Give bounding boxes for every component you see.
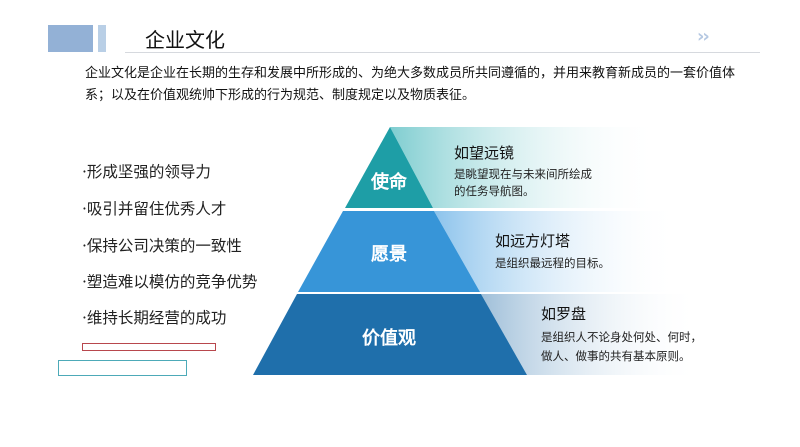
- band-values: [481, 294, 700, 375]
- decor-teal-outline: [58, 360, 187, 376]
- header-decor-bar: [98, 25, 106, 52]
- band-vision: [434, 211, 680, 292]
- tier-desc: 是组织人不论身处何处、何时，: [541, 330, 702, 344]
- page-title: 企业文化: [145, 28, 225, 52]
- tier-label: 愿景: [371, 244, 407, 265]
- tier-vision: [298, 211, 480, 292]
- tier-label: 价值观: [362, 327, 416, 349]
- bullet-item: ·形成坚强的领导力: [82, 163, 211, 181]
- tier-desc: 是组织最远程的目标。: [495, 256, 610, 270]
- tier-desc: 是眺望现在与未来间所绘成: [454, 167, 592, 181]
- band-mission: [390, 127, 660, 208]
- decor-red-outline: [82, 343, 216, 351]
- tier-title: 如望远镜: [454, 144, 515, 162]
- bullet-item: ·吸引并留住优秀人才: [82, 200, 227, 218]
- tier-desc: 做人、做事的共有基本原则。: [541, 349, 691, 363]
- header-divider: [125, 52, 760, 53]
- tier-label: 使命: [370, 171, 408, 193]
- bullet-item: ·维持长期经营的成功: [82, 309, 227, 327]
- header-decor-square: [48, 25, 93, 52]
- double-chevron-right-icon: ››: [697, 26, 710, 47]
- tier-title: 如远方灯塔: [495, 232, 571, 250]
- intro-paragraph: 企业文化是企业在长期的生存和发展中所形成的、为绝大多数成员所共同遵循的，并用来教…: [85, 66, 736, 103]
- bullet-item: ·保持公司决策的一致性: [82, 237, 242, 255]
- tier-values: [253, 294, 527, 375]
- bullet-item: ·塑造难以模仿的竞争优势: [82, 273, 258, 291]
- tier-title: 如罗盘: [541, 305, 587, 323]
- tier-mission: [345, 127, 433, 208]
- tier-desc: 的任务导航图。: [454, 184, 535, 198]
